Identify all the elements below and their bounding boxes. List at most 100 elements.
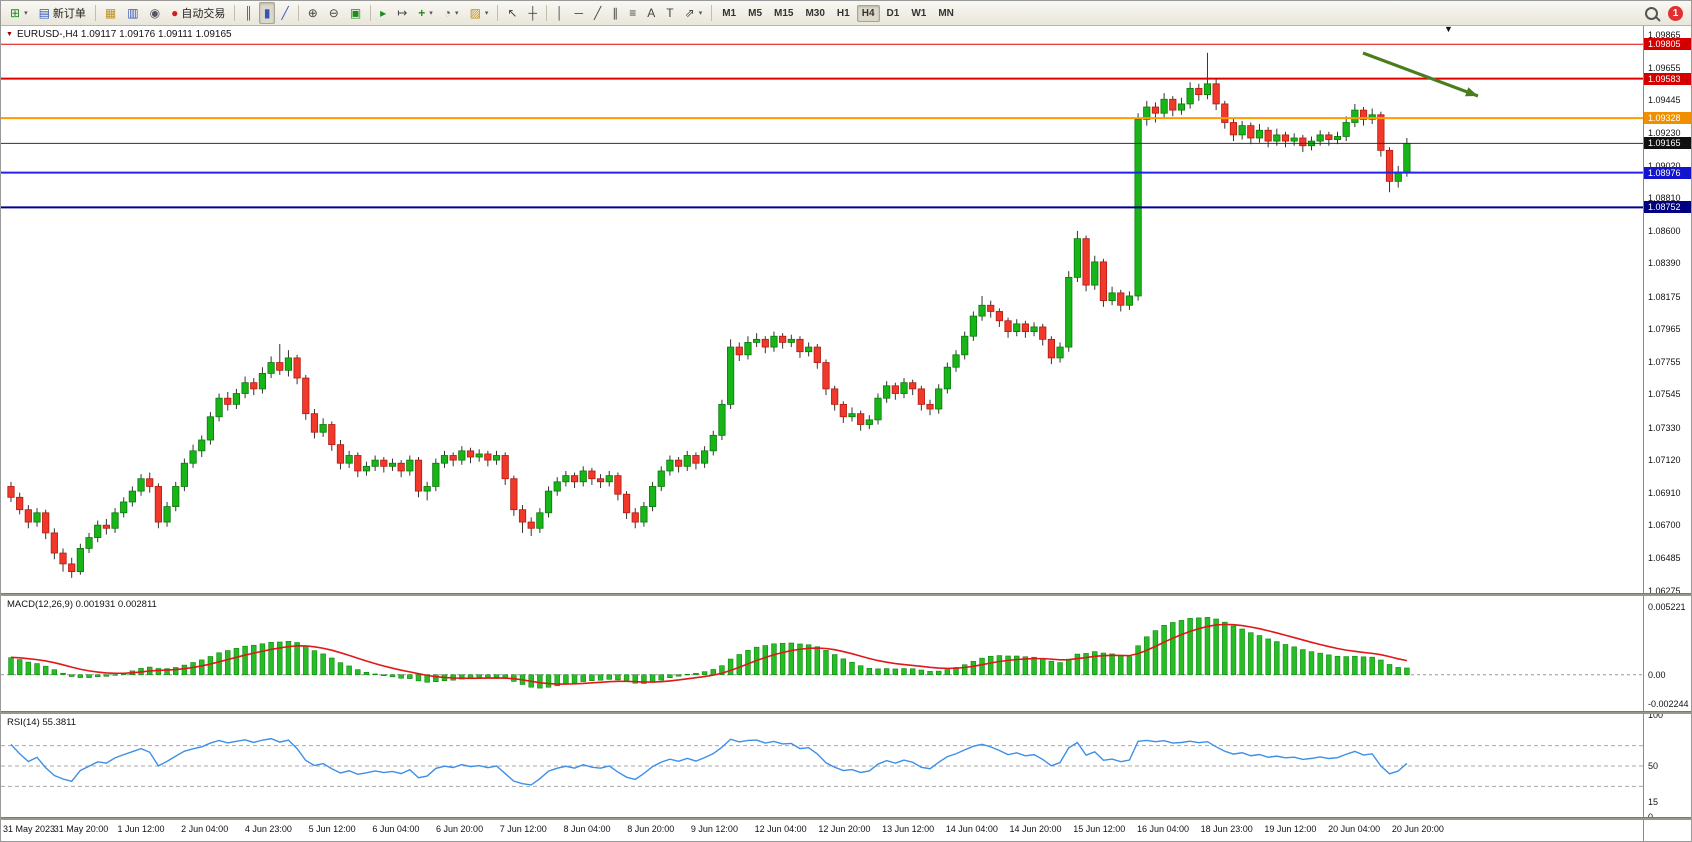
price-label: 1.08175 xyxy=(1648,291,1681,302)
chart-shift-button[interactable]: ↦ xyxy=(392,2,412,24)
time-label: 14 Jun 04:00 xyxy=(945,824,998,834)
pane-separator[interactable] xyxy=(1,593,1691,596)
new-chart-icon: ⊞ xyxy=(10,6,21,20)
time-axis[interactable]: 31 May 2023 31 May 20:00 1 Jun 12:00 2 Jun … xyxy=(1,819,1643,841)
clock-icon: ◔ xyxy=(443,6,452,20)
toolbar-separator xyxy=(94,5,96,21)
crosshair-icon: ┼ xyxy=(528,6,537,20)
cursor-icon: ↖ xyxy=(507,6,518,20)
candlestick-icon: ▮ xyxy=(263,6,271,20)
price-label: 1.06275 xyxy=(1648,586,1681,596)
tf-mn-button[interactable]: MN xyxy=(938,7,954,19)
time-label: 14 Jun 20:00 xyxy=(1009,824,1062,834)
zoom-in-icon: ⊕ xyxy=(307,6,318,20)
toolbar-separator xyxy=(297,5,299,21)
macd-values: 0.001931 0.002811 xyxy=(75,599,157,610)
time-label: 4 Jun 23:00 xyxy=(244,824,292,834)
trendline-button[interactable]: ╱ xyxy=(589,2,606,24)
price-label: 1.06485 xyxy=(1648,553,1681,564)
chevron-down-icon: ▾ xyxy=(24,10,28,17)
vertical-line-icon: │ xyxy=(556,6,564,20)
rsi-axis-label: 50 xyxy=(1648,761,1659,771)
profiles-button[interactable]: ▦ xyxy=(100,2,121,24)
rsi-label: RSI(14) 55.3811 xyxy=(7,717,76,728)
price-label: 1.09020 xyxy=(1648,161,1681,171)
indicators-button[interactable]: + ▾ xyxy=(413,2,438,24)
crosshair-button[interactable]: ┼ xyxy=(523,2,542,24)
fibonacci-button[interactable]: ≡ xyxy=(624,2,641,24)
vertical-line-button[interactable]: │ xyxy=(551,2,569,24)
tf-w1-button[interactable]: W1 xyxy=(911,7,927,19)
bar-chart-button[interactable]: ║ xyxy=(239,2,258,24)
price-level-badge: 1.09805 xyxy=(1644,38,1691,51)
text-icon: A xyxy=(647,6,656,20)
horizontal-line-button[interactable]: ─ xyxy=(570,2,589,24)
price-label: 1.07120 xyxy=(1648,455,1681,466)
price-label: 1.06700 xyxy=(1648,520,1681,531)
price-axis[interactable]: 1.09865 1.09655 1.09445 1.09230 1.09020 1.088… xyxy=(1643,25,1691,841)
periods-button[interactable]: ◔ ▾ xyxy=(439,2,464,24)
time-label: 6 Jun 20:00 xyxy=(436,824,484,834)
navigator-button[interactable]: ◉ xyxy=(145,2,165,24)
zoom-in-button[interactable]: ⊕ xyxy=(303,2,323,24)
price-chart-canvas[interactable] xyxy=(1,1,1643,842)
label-button[interactable]: T xyxy=(661,2,678,24)
time-label: 12 Jun 04:00 xyxy=(754,824,807,834)
time-label: 6 Jun 04:00 xyxy=(372,824,420,834)
time-label: 8 Jun 04:00 xyxy=(563,824,611,834)
toolbar-separator xyxy=(497,5,499,21)
macd-name: MACD(12,26,9) xyxy=(7,599,73,610)
autotrade-button[interactable]: ● 自动交易 xyxy=(166,2,230,24)
rsi-axis-label: 100 xyxy=(1648,710,1664,720)
cursor-button[interactable]: ↖ xyxy=(502,2,522,24)
tile-windows-button[interactable]: ▣ xyxy=(345,2,366,24)
time-label: 15 Jun 12:00 xyxy=(1073,824,1126,834)
label-icon: T xyxy=(666,6,674,20)
auto-scroll-button[interactable]: ▸ xyxy=(375,2,391,24)
order-form-icon: ▤ xyxy=(38,6,50,20)
text-button[interactable]: A xyxy=(642,2,660,24)
search-icon xyxy=(1645,6,1658,20)
new-order-button[interactable]: ▤ 新订单 xyxy=(34,2,91,24)
tf-m5-button[interactable]: M5 xyxy=(748,7,763,19)
price-label: 1.09865 xyxy=(1648,30,1681,40)
channel-button[interactable]: ∥ xyxy=(607,2,623,24)
templates-button[interactable]: ▨ ▾ xyxy=(465,2,494,24)
search-button[interactable] xyxy=(1640,2,1663,24)
autotrade-icon: ● xyxy=(171,6,179,20)
trendline-icon: ╱ xyxy=(594,6,602,20)
time-label: 31 May 2023 xyxy=(3,824,56,834)
tf-h4-button[interactable]: H4 xyxy=(856,4,880,22)
arrow-down-marker-icon: ▼ xyxy=(1444,24,1453,34)
pane-separator[interactable] xyxy=(1,711,1691,714)
tf-d1-button[interactable]: D1 xyxy=(886,7,900,19)
line-chart-button[interactable]: ╱ xyxy=(276,2,293,24)
arrows-button[interactable]: ⇗ ▾ xyxy=(680,2,708,24)
new-chart-button[interactable]: ⊞ ▾ xyxy=(5,2,33,24)
time-label: 16 Jun 04:00 xyxy=(1136,824,1189,834)
pane-separator[interactable] xyxy=(1,817,1691,820)
tf-m15-button[interactable]: M15 xyxy=(774,7,794,19)
zoom-out-icon: ⊖ xyxy=(328,6,339,20)
notification-badge[interactable]: 1 xyxy=(1668,5,1683,21)
market-watch-button[interactable]: ▥ xyxy=(122,2,143,24)
tf-m30-button[interactable]: M30 xyxy=(805,7,825,19)
tf-m1-button[interactable]: M1 xyxy=(722,7,737,19)
time-label: 13 Jun 12:00 xyxy=(882,824,935,834)
rsi-name: RSI(14) xyxy=(7,717,40,728)
chart-shift-icon: ↦ xyxy=(397,6,408,20)
zoom-out-button[interactable]: ⊖ xyxy=(324,2,344,24)
time-label: 20 Jun 04:00 xyxy=(1328,824,1381,834)
bar-chart-icon: ║ xyxy=(244,6,253,20)
price-label: 1.07965 xyxy=(1648,324,1681,335)
time-label: 2 Jun 04:00 xyxy=(181,824,229,834)
candlestick-button[interactable]: ▮ xyxy=(258,2,276,24)
fibonacci-icon: ≡ xyxy=(629,6,637,20)
toolbar: ⊞ ▾ ▤ 新订单 ▦ ▥ ◉ ● 自动交易 ║ ▮ ╱ xyxy=(1,1,1691,26)
price-label: 1.07755 xyxy=(1648,356,1681,367)
macd-axis-label: -0.002244 xyxy=(1648,698,1689,709)
tf-h1-button[interactable]: H1 xyxy=(836,7,850,19)
market-watch-icon: ▥ xyxy=(127,6,139,20)
price-label: 1.06910 xyxy=(1648,487,1681,498)
time-label: 9 Jun 12:00 xyxy=(690,824,738,834)
